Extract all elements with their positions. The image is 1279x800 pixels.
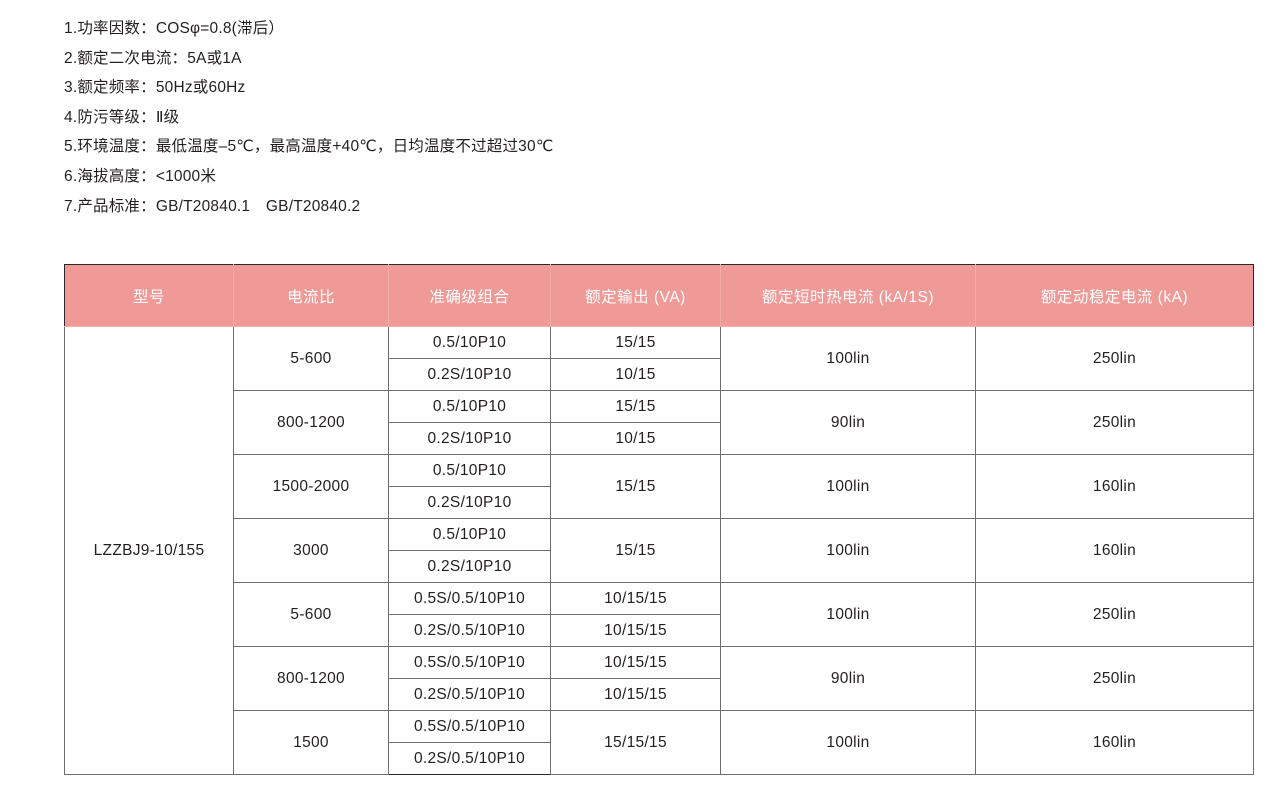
cell-rated-output: 10/15 <box>550 358 721 391</box>
cell-current-ratio: 800-1200 <box>233 390 389 455</box>
table-row: 0.2S/10P10 10/15 <box>65 358 1254 391</box>
table-row: 5-600 0.5S/0.5/10P10 10/15/15 100lin 250lin <box>65 582 1254 647</box>
cell-current-ratio: 5-600 <box>233 326 389 391</box>
cell-accuracy-class: 0.5/10P10 <box>388 454 551 487</box>
cell-accuracy-class: 0.2S/0.5/10P10 <box>388 742 551 775</box>
column-header-rated-output: 额定输出 (VA) <box>550 264 721 327</box>
specification-list: 1.功率因数：COSφ=0.8(滞后） 2.额定二次电流：5A或1A 3.额定频… <box>64 14 1214 221</box>
cell-thermal-current: 90lin <box>720 646 976 711</box>
column-header-current-ratio: 电流比 <box>233 264 389 327</box>
cell-current-ratio: 800-1200 <box>233 646 389 711</box>
cell-rated-output: 15/15 <box>550 518 721 583</box>
cell-accuracy-class: 0.5S/0.5/10P10 <box>388 582 551 615</box>
cell-rated-output: 10/15/15 <box>550 646 721 679</box>
column-header-dynamic-current: 额定动稳定电流 (kA) <box>975 264 1254 327</box>
table-row: 3000 0.5/10P10 15/15 100lin 160lin <box>65 518 1254 583</box>
cell-rated-output: 15/15 <box>550 454 721 519</box>
cell-current-ratio: 1500 <box>233 710 389 775</box>
cell-dynamic-current: 160lin <box>975 710 1254 775</box>
cell-thermal-current: 100lin <box>720 518 976 583</box>
cell-accuracy-class: 0.2S/10P10 <box>388 422 551 455</box>
cell-dynamic-current: 250lin <box>975 582 1254 647</box>
cell-accuracy-class: 0.2S/0.5/10P10 <box>388 678 551 711</box>
cell-thermal-current: 100lin <box>720 454 976 519</box>
cell-accuracy-class: 0.2S/10P10 <box>388 486 551 519</box>
table-row: 0.2S/10P10 10/15 <box>65 422 1254 455</box>
cell-accuracy-class: 0.5S/0.5/10P10 <box>388 646 551 679</box>
spec-item: 1.功率因数：COSφ=0.8(滞后） <box>64 20 285 37</box>
cell-accuracy-class: 0.5S/0.5/10P10 <box>388 710 551 743</box>
table-row: 800-1200 0.5/10P10 15/15 90lin 250lin <box>65 390 1254 455</box>
table-row: 0.2S/0.5/10P10 10/15/15 <box>65 614 1254 647</box>
cell-current-ratio: 3000 <box>233 518 389 583</box>
cell-rated-output: 15/15/15 <box>550 710 721 775</box>
cell-current-ratio: 1500-2000 <box>233 454 389 519</box>
table-row: 800-1200 0.5S/0.5/10P10 10/15/15 90lin 250li… <box>65 646 1254 711</box>
cell-dynamic-current: 250lin <box>975 390 1254 455</box>
table-row: 0.2S/10P10 <box>65 550 1254 583</box>
cell-rated-output: 15/15 <box>550 326 721 359</box>
cell-thermal-current: 90lin <box>720 390 976 455</box>
cell-rated-output: 10/15/15 <box>550 614 721 647</box>
column-header-accuracy-class: 准确级组合 <box>388 264 551 327</box>
spec-item: 2.额定二次电流：5A或1A <box>64 49 242 67</box>
cell-rated-output: 15/15 <box>550 390 721 423</box>
cell-accuracy-class: 0.2S/0.5/10P10 <box>388 614 551 647</box>
cell-dynamic-current: 250lin <box>975 326 1254 391</box>
cell-accuracy-class: 0.5/10P10 <box>388 390 551 423</box>
table-row: 0.2S/0.5/10P10 10/15/15 <box>65 678 1254 711</box>
cell-model: LZZBJ9-10/155 <box>64 326 234 775</box>
cell-rated-output: 10/15/15 <box>550 582 721 615</box>
table-row: 1500-2000 0.5/10P10 15/15 100lin 160lin <box>65 454 1254 519</box>
spec-item: 7.产品标准：GB/T20840.1 GB/T20840.2 <box>64 197 361 215</box>
spec-item: 4.防污等级：Ⅱ级 <box>64 108 180 126</box>
table-row: 0.2S/10P10 <box>65 486 1254 519</box>
cell-current-ratio: 5-600 <box>233 582 389 647</box>
cell-thermal-current: 100lin <box>720 710 976 775</box>
parameter-table: 型号 电流比 准确级组合 额定输出 (VA) 额定短时热电流 (kA/1S) 额… <box>64 264 1254 775</box>
column-header-model: 型号 <box>64 264 234 327</box>
spec-item: 6.海拔高度：<1000米 <box>64 167 217 185</box>
cell-accuracy-class: 0.5/10P10 <box>388 326 551 359</box>
cell-dynamic-current: 160lin <box>975 518 1254 583</box>
table-header: 型号 电流比 准确级组合 额定输出 (VA) 额定短时热电流 (kA/1S) 额… <box>64 264 1254 327</box>
table-row: 0.2S/0.5/10P10 <box>65 742 1254 775</box>
parameter-table-container: 型号 电流比 准确级组合 额定输出 (VA) 额定短时热电流 (kA/1S) 额… <box>64 264 1254 775</box>
table-body: LZZBJ9-10/155 5-600 0.5/10P10 15/15 100lin 25… <box>64 326 1254 775</box>
cell-rated-output: 10/15/15 <box>550 678 721 711</box>
column-header-thermal-current: 额定短时热电流 (kA/1S) <box>720 264 976 327</box>
cell-dynamic-current: 250lin <box>975 646 1254 711</box>
table-header-row: 型号 电流比 准确级组合 额定输出 (VA) 额定短时热电流 (kA/1S) 额… <box>64 264 1254 327</box>
cell-rated-output: 10/15 <box>550 422 721 455</box>
cell-accuracy-class: 0.2S/10P10 <box>388 358 551 391</box>
spec-item: 3.额定频率：50Hz或60Hz <box>64 79 246 97</box>
cell-accuracy-class: 0.2S/10P10 <box>388 550 551 583</box>
table-row: 1500 0.5S/0.5/10P10 15/15/15 100lin 160lin <box>65 710 1254 775</box>
cell-dynamic-current: 160lin <box>975 454 1254 519</box>
cell-accuracy-class: 0.5/10P10 <box>388 518 551 551</box>
spec-item: 5.环境温度：最低温度–5℃，最高温度+40℃，日均温度不过超过30℃ <box>64 138 554 156</box>
cell-thermal-current: 100lin <box>720 582 976 647</box>
table-row: LZZBJ9-10/155 5-600 0.5/10P10 15/15 100lin 25… <box>64 326 1254 775</box>
cell-thermal-current: 100lin <box>720 326 976 391</box>
